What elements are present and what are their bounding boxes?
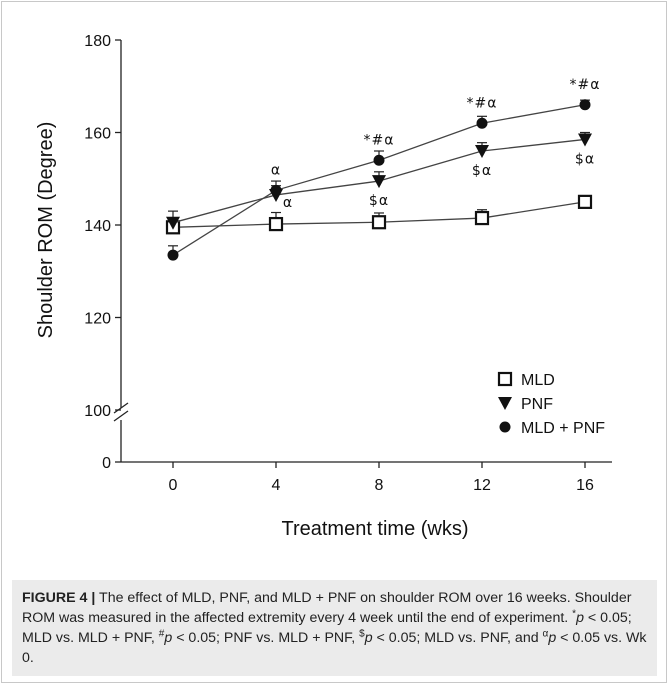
caption-text-5: < 0.05 vs. Wk 0.	[22, 630, 647, 666]
legend-marker	[498, 397, 512, 410]
p-2: p	[164, 630, 173, 646]
data-point	[474, 210, 490, 226]
significance-annotation: $α	[369, 193, 389, 209]
significance-annotation: *#α	[570, 77, 601, 93]
y-axis-label: Shoulder ROM (Degree)	[35, 122, 57, 339]
data-point	[167, 249, 179, 261]
y-tick-label: 100	[84, 403, 111, 420]
alpha-symbol: α	[542, 628, 549, 640]
series-mld	[165, 194, 593, 235]
figure-caption: FIGURE 4 | The effect of MLD, PNF, and M…	[12, 580, 657, 676]
significance-annotation: $α	[472, 163, 492, 179]
chart-series: α $α $α $α α *#α *#α *#α	[165, 77, 601, 261]
data-point	[270, 184, 282, 196]
x-tick-label: 0	[169, 477, 178, 494]
caption-text-4: < 0.05; MLD vs. PNF, and	[376, 630, 539, 646]
legend-item: PNF	[498, 396, 553, 413]
legend-item: MLD + PNF	[499, 420, 605, 437]
significance-annotation: α	[271, 162, 281, 178]
chart: 0 100 120 140 160 180 0 4 8 12 16 α $α $α $α α *#α *#α *#…	[35, 33, 612, 540]
chart-ticks: 0 100 120 140 160 180 0 4 8 12 16	[84, 33, 594, 494]
series-mld-pnf: α *#α *#α *#α	[167, 77, 601, 261]
y-tick-label: 180	[84, 33, 111, 50]
y-tick-label: 160	[84, 126, 111, 143]
legend-label: MLD + PNF	[521, 420, 605, 437]
y-axis-break-mark	[113, 402, 129, 414]
significance-annotation: *#α	[467, 95, 498, 111]
caption-text-1: The effect of MLD, PNF, and MLD + PNF on…	[22, 590, 632, 626]
p-3: p	[364, 630, 373, 646]
significance-annotation: *#α	[364, 132, 395, 148]
x-axis-label: Treatment time (wks)	[281, 518, 468, 540]
star-symbol: *	[572, 608, 577, 620]
y-tick-label: 0	[102, 455, 111, 472]
x-tick-label: 12	[473, 477, 491, 494]
x-tick-label: 8	[375, 477, 384, 494]
y-axis-break-mark	[113, 410, 129, 422]
data-point	[373, 154, 385, 166]
data-point	[476, 117, 488, 129]
data-point	[578, 133, 592, 147]
data-point	[579, 99, 591, 111]
significance-annotation: $α	[575, 151, 595, 167]
legend-label: PNF	[521, 396, 553, 413]
legend-item: MLD	[497, 371, 555, 389]
chart-axes	[113, 40, 612, 463]
legend-label: MLD	[521, 372, 555, 389]
data-point	[475, 145, 489, 158]
data-point	[371, 215, 387, 230]
data-point	[268, 216, 284, 232]
hash-symbol: #	[158, 628, 165, 640]
caption-text-3: < 0.05; PNF vs. MLD + PNF,	[176, 630, 356, 646]
y-tick-label: 120	[84, 311, 111, 328]
y-tick-label: 140	[84, 218, 111, 235]
significance-annotation: α	[283, 195, 293, 211]
legend-marker	[497, 371, 513, 387]
legend-marker	[499, 421, 511, 433]
chart-legend: MLD PNF MLD + PNF	[497, 371, 605, 437]
data-point	[166, 216, 180, 230]
data-point	[372, 175, 386, 189]
caption-text-2: < 0.05; MLD vs. MLD + PNF,	[22, 610, 632, 646]
x-tick-label: 4	[272, 477, 281, 494]
p-1: p	[576, 610, 584, 626]
dollar-symbol: $	[359, 628, 365, 640]
p-4: p	[548, 630, 557, 646]
x-tick-label: 16	[576, 477, 594, 494]
figure-label: FIGURE 4 |	[22, 590, 96, 606]
data-point	[577, 194, 593, 209]
